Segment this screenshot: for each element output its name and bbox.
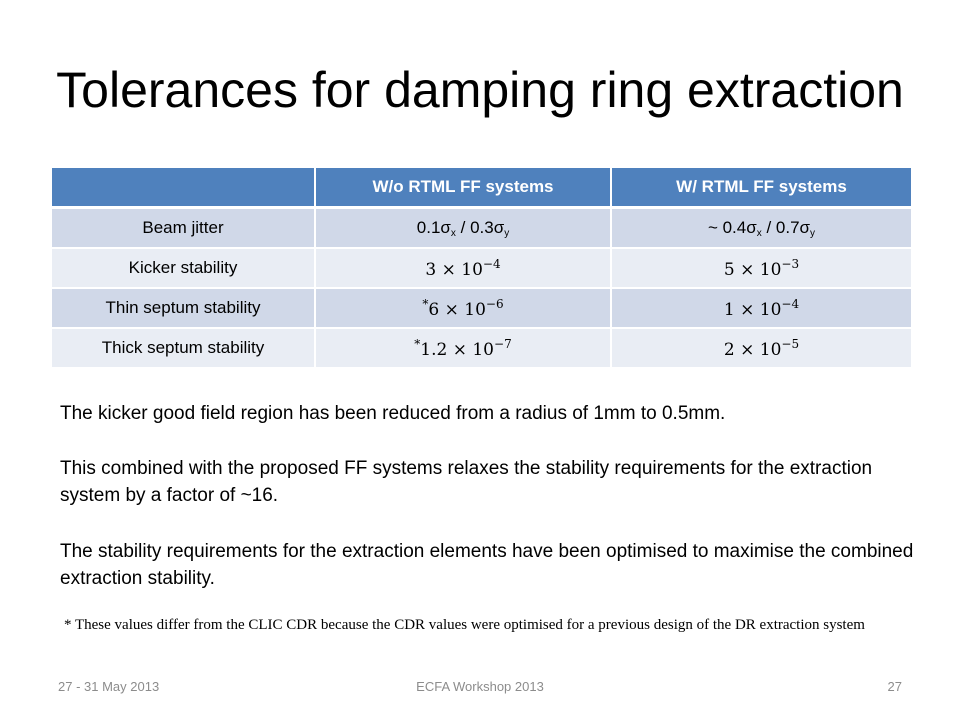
paragraph-ff-systems: This combined with the proposed FF syste…	[60, 458, 873, 506]
slide-title: Tolerances for damping ring extraction	[56, 62, 904, 118]
tolerance-table: W/o RTML FF systems W/ RTML FF systems B…	[52, 168, 913, 369]
footer-event: ECFA Workshop 2013	[416, 679, 544, 694]
row-label: Thin septum stability	[52, 288, 316, 329]
footnote: * These values differ from the CLIC CDR …	[64, 617, 865, 633]
kicker-with-ff: 5 × 10−3	[611, 248, 913, 289]
kicker-without-ff: 3 × 10−4	[315, 248, 612, 289]
page-number: 27	[887, 679, 902, 694]
paragraph-optimised: The stability requirements for the extra…	[60, 541, 914, 589]
table-row: Beam jitter 0.1σx / 0.3σy ~ 0.4σx / 0.7σ…	[52, 207, 913, 249]
thin-septum-without-ff: *6 × 10−6	[315, 288, 612, 329]
row-label: Thick septum stability	[52, 328, 316, 369]
table-row: Thick septum stability *1.2 × 10−7 2 × 1…	[52, 328, 913, 369]
table-header-row: W/o RTML FF systems W/ RTML FF systems	[52, 168, 913, 209]
footer-date: 27 - 31 May 2013	[58, 679, 160, 694]
thick-septum-with-ff: 2 × 10−5	[611, 328, 913, 369]
table-row: Kicker stability 3 × 10−4 5 × 10−3	[52, 248, 913, 289]
header-without-ff: W/o RTML FF systems	[315, 168, 612, 209]
row-label: Kicker stability	[52, 248, 316, 289]
beam-jitter-with-ff: ~ 0.4σx / 0.7σy	[611, 207, 913, 249]
beam-jitter-without-ff: 0.1σx / 0.3σy	[315, 207, 612, 249]
row-label: Beam jitter	[52, 207, 316, 249]
header-with-ff: W/ RTML FF systems	[611, 168, 913, 209]
thin-septum-with-ff: 1 × 10−4	[611, 288, 913, 329]
paragraph-kicker: The kicker good field region has been re…	[60, 403, 726, 424]
thick-septum-without-ff: *1.2 × 10−7	[315, 328, 612, 369]
table-row: Thin septum stability *6 × 10−6 1 × 10−4	[52, 288, 913, 329]
header-empty	[52, 168, 316, 209]
